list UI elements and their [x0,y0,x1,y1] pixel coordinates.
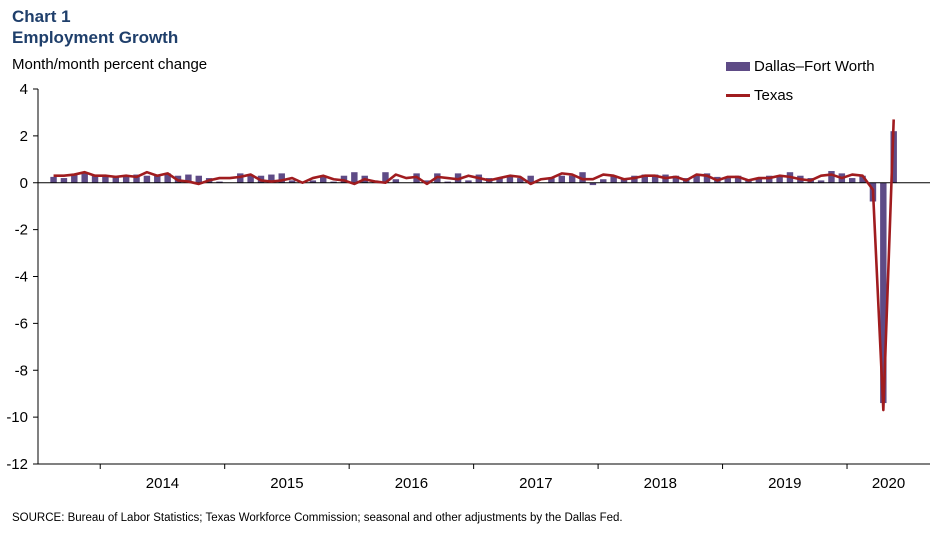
dfw-bar [579,172,586,183]
dfw-bar [164,173,171,183]
dfw-bar [755,178,763,183]
x-tick-label: 2014 [146,475,179,492]
chart-title-line2: Employment Growth [12,28,179,47]
x-tick-label: 2018 [644,475,677,492]
x-tick-label: 2015 [270,475,303,492]
dfw-bar [81,173,88,183]
dfw-bar [776,175,783,183]
dfw-bar [558,175,566,183]
dfw-bar [703,173,711,183]
dfw-bar [71,174,78,183]
dfw-bar [247,175,254,183]
x-tick-label: 2020 [872,475,905,492]
x-tick-label: 2019 [768,475,801,492]
dfw-bar [382,172,389,183]
dfw-bar [548,178,555,183]
dfw-bar [102,176,109,183]
dfw-bar [268,174,275,183]
dfw-bar [693,175,700,183]
dfw-bar [91,175,99,183]
x-axis: 2014 2015 2016 2017 2018 2019 2020 [38,463,930,492]
y-tick-label: -4 [15,269,28,286]
dfw-bar [600,179,607,183]
dfw-bar [50,176,57,183]
y-tick-label: -2 [15,222,28,239]
dfw-bar [724,178,731,183]
dfw-bar [195,175,202,183]
dfw-bar [848,178,856,183]
dfw-bars [50,131,897,404]
dfw-bar [568,175,576,183]
legend-label-dallas-fort-worth: Dallas–Fort Worth [754,58,875,75]
dfw-bar [517,178,524,183]
y-tick-label: -10 [6,409,28,426]
legend-swatch-bar [726,62,750,71]
dfw-bar [444,181,451,183]
dfw-bar [154,174,161,183]
dfw-bar [672,175,680,183]
dfw-bar [828,171,835,183]
dfw-bar [351,172,358,183]
y-tick-label: -6 [15,315,28,332]
dfw-bar [651,174,659,183]
dfw-bar [309,180,317,183]
dfw-bar [589,182,597,186]
chart-title-line1: Chart 1 [12,7,71,26]
dfw-bar [320,175,327,183]
legend-item-texas: Texas [726,81,875,110]
legend-swatch-line [726,94,750,97]
dfw-bar [185,174,192,183]
dfw-bar [423,180,431,183]
dfw-bar [641,174,648,183]
dfw-bar [216,181,223,183]
y-tick-label: -8 [15,362,28,379]
dfw-bar [527,175,534,183]
y-axis: 4 2 0 -2 -4 -6 -8 -10 -12 [6,81,39,473]
texas-line [53,119,895,412]
dfw-bar [734,175,742,183]
dfw-bar [143,175,151,183]
source-note: SOURCE: Bureau of Labor Statistics; Texa… [12,512,623,524]
dfw-bar [278,173,285,183]
dfw-bar [60,178,68,183]
x-tick-label: 2017 [519,475,552,492]
texas-line-group [53,119,895,412]
y-tick-label: 4 [20,81,28,98]
y-tick-label: 0 [20,175,28,192]
dfw-bar [859,175,866,183]
dfw-bar [890,131,897,183]
dfw-bar [610,175,617,183]
y-tick-label: 2 [20,128,28,145]
dfw-bar [392,179,400,183]
dfw-bar [288,180,296,183]
x-tick-label: 2016 [395,475,428,492]
y-tick-label: -12 [6,456,28,473]
legend-label-texas: Texas [754,87,794,104]
dfw-bar [330,181,337,183]
legend-item-dallas-fort-worth: Dallas–Fort Worth [726,52,875,81]
dfw-bar [817,180,825,183]
dfw-bar [122,175,130,183]
dfw-bar [465,180,472,183]
y-axis-label: Month/month percent change [12,56,208,73]
dfw-bar [880,182,887,404]
legend: Dallas–Fort Worth Texas [726,52,875,110]
dfw-bar [112,175,120,183]
chart-title: Chart 1 Employment Growth [12,6,178,48]
dfw-bar [506,176,514,183]
dfw-bar [496,178,503,183]
dfw-bar [133,174,140,183]
